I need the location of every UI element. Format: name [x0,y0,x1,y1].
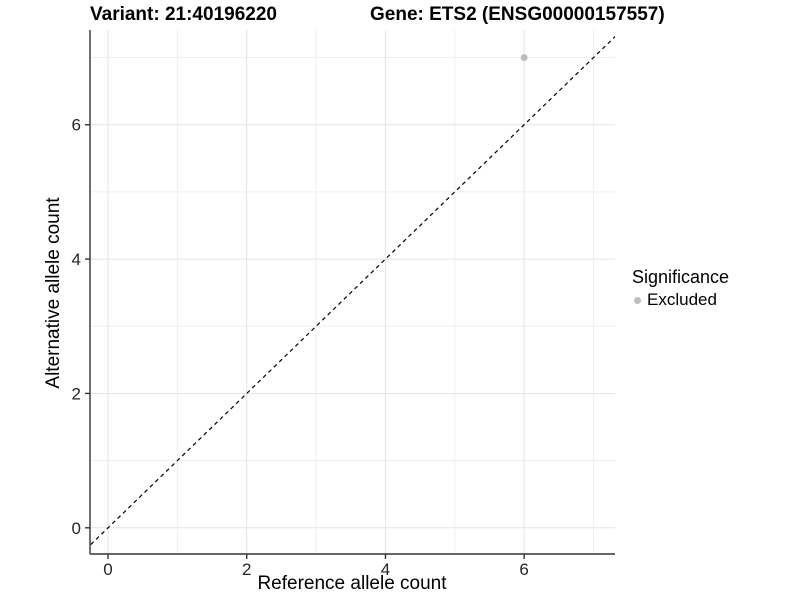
plot-title-variant: Variant: 21:40196220 [90,4,277,25]
x-tick-label: 4 [381,560,390,579]
y-tick-label: 2 [72,384,81,403]
legend-point-icon [634,296,641,304]
y-tick-label: 0 [72,519,81,538]
legend: Significance Excluded [626,267,729,310]
y-tick-label: 6 [72,116,81,135]
data-point [520,54,528,61]
plot-title-gene: Gene: ETS2 (ENSG00000157557) [370,4,665,25]
y-axis-title: Alternative allele count [43,197,64,389]
x-axis-title: Reference allele count [257,573,447,594]
x-tick-label: 6 [519,560,528,579]
legend-entry: Excluded [626,290,729,310]
legend-entry-label: Excluded [647,290,717,309]
x-tick-label: 0 [103,560,112,579]
identity-reference-line [90,35,615,547]
legend-title: Significance [632,267,730,287]
y-tick-label: 4 [72,250,81,269]
x-tick-label: 2 [242,560,251,579]
